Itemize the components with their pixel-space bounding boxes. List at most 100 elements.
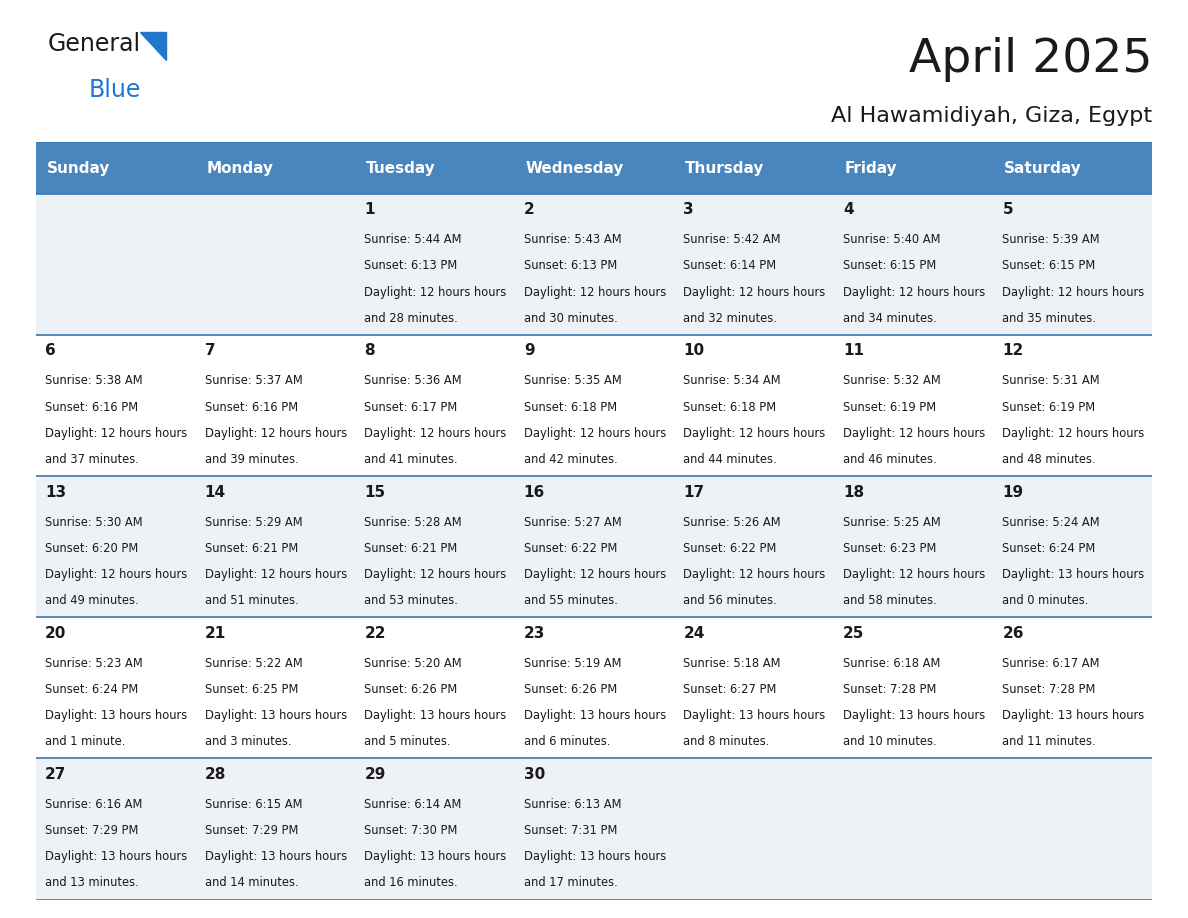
Bar	[833, 142, 993, 194]
Text: 25: 25	[842, 626, 864, 641]
Text: 6: 6	[45, 343, 56, 358]
Bar	[514, 194, 674, 335]
Text: 22: 22	[365, 626, 386, 641]
Text: Daylight: 13 hours hours: Daylight: 13 hours hours	[524, 709, 666, 722]
Text: Sunset: 6:24 PM: Sunset: 6:24 PM	[45, 683, 139, 696]
Text: April 2025: April 2025	[909, 37, 1152, 82]
Bar	[993, 758, 1152, 900]
Text: Daylight: 12 hours hours: Daylight: 12 hours hours	[842, 427, 985, 440]
Bar	[514, 758, 674, 900]
Bar	[195, 758, 355, 900]
Text: 26: 26	[1003, 626, 1024, 641]
Text: Daylight: 12 hours hours: Daylight: 12 hours hours	[1003, 427, 1145, 440]
Bar	[674, 194, 833, 335]
Bar	[36, 476, 195, 617]
Text: 8: 8	[365, 343, 375, 358]
Text: Sunset: 6:15 PM: Sunset: 6:15 PM	[842, 260, 936, 273]
Bar	[833, 617, 993, 758]
Text: Sunrise: 5:24 AM: Sunrise: 5:24 AM	[1003, 516, 1100, 529]
Text: Sunrise: 5:42 AM: Sunrise: 5:42 AM	[683, 233, 781, 246]
Text: and 58 minutes.: and 58 minutes.	[842, 594, 936, 607]
Text: Sunset: 6:22 PM: Sunset: 6:22 PM	[524, 542, 618, 554]
Text: Sunrise: 5:19 AM: Sunrise: 5:19 AM	[524, 656, 621, 670]
Text: Daylight: 12 hours hours: Daylight: 12 hours hours	[842, 568, 985, 581]
Text: Daylight: 12 hours hours: Daylight: 12 hours hours	[683, 427, 826, 440]
Text: Sunset: 6:19 PM: Sunset: 6:19 PM	[842, 400, 936, 414]
Bar	[36, 758, 195, 900]
Bar	[833, 476, 993, 617]
Text: and 34 minutes.: and 34 minutes.	[842, 312, 936, 325]
Text: Sunset: 6:16 PM: Sunset: 6:16 PM	[204, 400, 298, 414]
Bar	[355, 617, 514, 758]
Text: Sunset: 6:21 PM: Sunset: 6:21 PM	[365, 542, 457, 554]
Bar	[674, 142, 833, 194]
Bar	[195, 335, 355, 476]
Text: Monday: Monday	[207, 161, 273, 175]
Text: Sunset: 6:14 PM: Sunset: 6:14 PM	[683, 260, 777, 273]
Text: and 41 minutes.: and 41 minutes.	[365, 453, 457, 465]
Text: and 49 minutes.: and 49 minutes.	[45, 594, 139, 607]
Text: and 42 minutes.: and 42 minutes.	[524, 453, 618, 465]
Text: Sunrise: 6:18 AM: Sunrise: 6:18 AM	[842, 656, 940, 670]
Text: 16: 16	[524, 485, 545, 499]
Text: and 37 minutes.: and 37 minutes.	[45, 453, 139, 465]
Text: and 28 minutes.: and 28 minutes.	[365, 312, 459, 325]
Text: Sunrise: 5:35 AM: Sunrise: 5:35 AM	[524, 375, 621, 387]
Text: Sunrise: 5:38 AM: Sunrise: 5:38 AM	[45, 375, 143, 387]
Bar	[993, 476, 1152, 617]
Bar	[514, 617, 674, 758]
Text: Daylight: 12 hours hours: Daylight: 12 hours hours	[1003, 285, 1145, 298]
Bar	[355, 476, 514, 617]
Text: Daylight: 12 hours hours: Daylight: 12 hours hours	[524, 568, 666, 581]
Text: Daylight: 12 hours hours: Daylight: 12 hours hours	[683, 285, 826, 298]
Bar	[355, 142, 514, 194]
Text: Sunrise: 6:15 AM: Sunrise: 6:15 AM	[204, 798, 302, 811]
Text: 3: 3	[683, 202, 694, 218]
Text: Sunrise: 6:14 AM: Sunrise: 6:14 AM	[365, 798, 462, 811]
Text: and 32 minutes.: and 32 minutes.	[683, 312, 777, 325]
Text: Sunset: 6:19 PM: Sunset: 6:19 PM	[1003, 400, 1095, 414]
Bar	[674, 335, 833, 476]
Text: 2: 2	[524, 202, 535, 218]
Text: Sunrise: 5:26 AM: Sunrise: 5:26 AM	[683, 516, 781, 529]
Bar	[36, 335, 195, 476]
Text: Tuesday: Tuesday	[366, 161, 436, 175]
Text: Sunset: 6:23 PM: Sunset: 6:23 PM	[842, 542, 936, 554]
Text: 28: 28	[204, 767, 226, 782]
Text: 29: 29	[365, 767, 386, 782]
Text: Sunrise: 5:44 AM: Sunrise: 5:44 AM	[365, 233, 462, 246]
Text: 1: 1	[365, 202, 374, 218]
Text: Daylight: 12 hours hours: Daylight: 12 hours hours	[365, 568, 506, 581]
Text: Daylight: 12 hours hours: Daylight: 12 hours hours	[524, 427, 666, 440]
Text: Saturday: Saturday	[1004, 161, 1082, 175]
Text: 9: 9	[524, 343, 535, 358]
Text: Sunday: Sunday	[46, 161, 110, 175]
Text: and 39 minutes.: and 39 minutes.	[204, 453, 298, 465]
Text: Sunrise: 5:20 AM: Sunrise: 5:20 AM	[365, 656, 462, 670]
Text: and 8 minutes.: and 8 minutes.	[683, 735, 770, 748]
Text: General: General	[48, 32, 140, 56]
Text: Sunset: 7:30 PM: Sunset: 7:30 PM	[365, 824, 457, 837]
Bar	[36, 194, 195, 335]
Text: 18: 18	[842, 485, 864, 499]
Text: and 6 minutes.: and 6 minutes.	[524, 735, 611, 748]
Text: and 53 minutes.: and 53 minutes.	[365, 594, 459, 607]
Text: Daylight: 12 hours hours: Daylight: 12 hours hours	[365, 285, 506, 298]
Text: Sunrise: 6:16 AM: Sunrise: 6:16 AM	[45, 798, 143, 811]
Text: Sunrise: 5:23 AM: Sunrise: 5:23 AM	[45, 656, 143, 670]
Text: and 48 minutes.: and 48 minutes.	[1003, 453, 1097, 465]
Text: Daylight: 13 hours hours: Daylight: 13 hours hours	[842, 709, 985, 722]
Bar	[833, 194, 993, 335]
Text: Sunset: 6:24 PM: Sunset: 6:24 PM	[1003, 542, 1095, 554]
Text: Sunset: 7:29 PM: Sunset: 7:29 PM	[45, 824, 139, 837]
Bar	[674, 758, 833, 900]
Text: Daylight: 13 hours hours: Daylight: 13 hours hours	[1003, 709, 1145, 722]
Text: and 0 minutes.: and 0 minutes.	[1003, 594, 1088, 607]
Text: Sunrise: 5:27 AM: Sunrise: 5:27 AM	[524, 516, 621, 529]
Text: Wednesday: Wednesday	[525, 161, 624, 175]
Text: Sunset: 6:13 PM: Sunset: 6:13 PM	[524, 260, 617, 273]
Bar	[674, 476, 833, 617]
Text: and 13 minutes.: and 13 minutes.	[45, 877, 139, 890]
Bar	[833, 758, 993, 900]
Text: Sunrise: 5:29 AM: Sunrise: 5:29 AM	[204, 516, 303, 529]
